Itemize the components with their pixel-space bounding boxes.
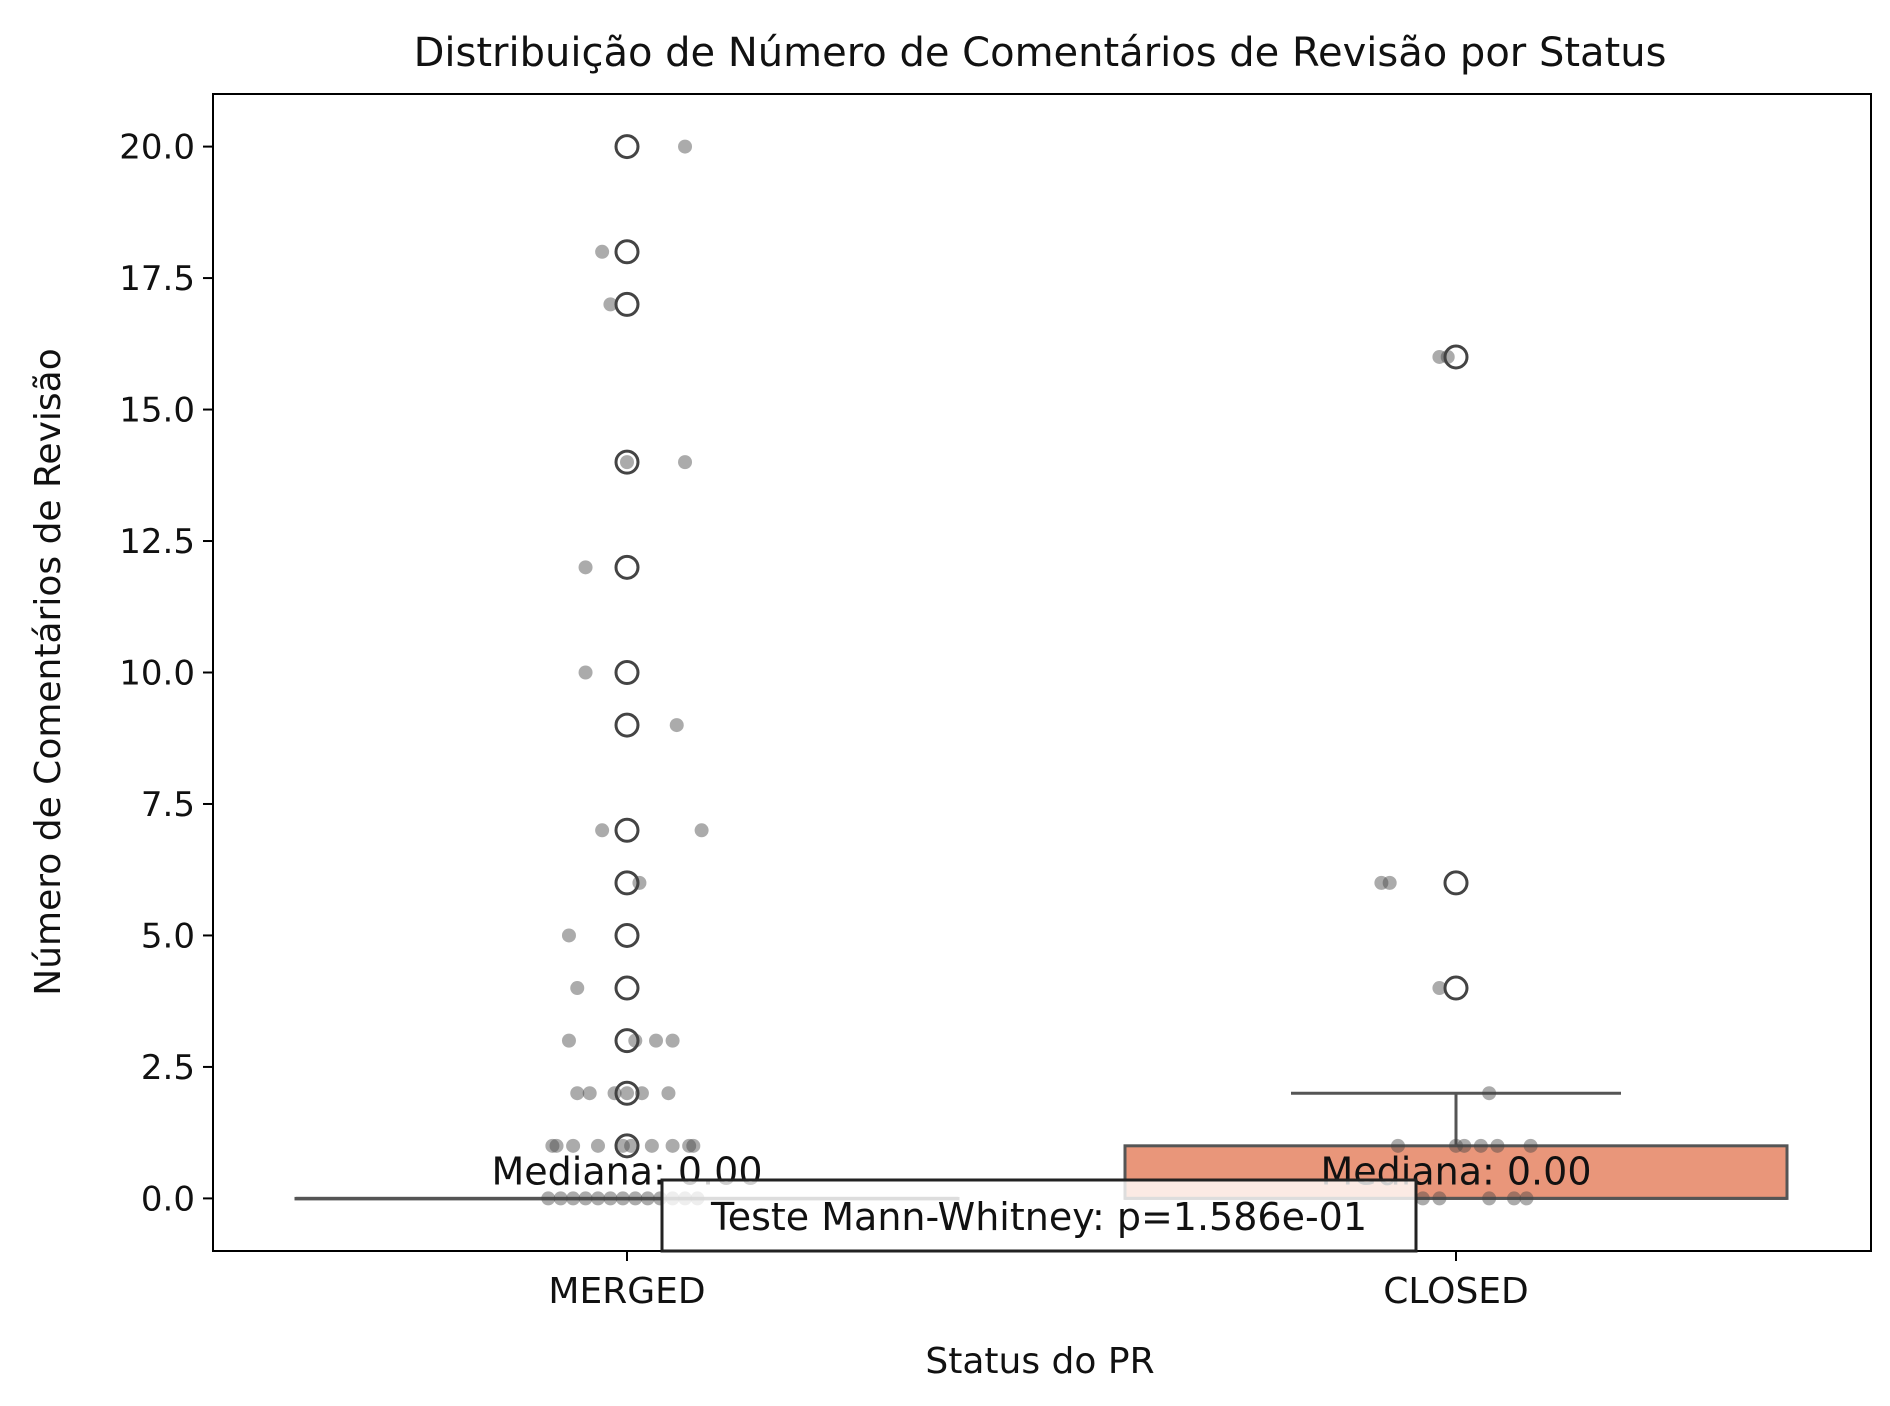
outlier-point bbox=[614, 291, 640, 317]
strip-point bbox=[1473, 1138, 1488, 1153]
x-tick-label: CLOSED bbox=[1383, 1271, 1529, 1312]
strip-point bbox=[678, 139, 693, 154]
strip-point bbox=[1415, 1191, 1430, 1206]
x-tick-label: MERGED bbox=[548, 1271, 705, 1312]
strip-point bbox=[578, 1191, 593, 1206]
outlier-point bbox=[614, 449, 640, 475]
strip-point bbox=[661, 1086, 676, 1101]
strip-point bbox=[1432, 349, 1447, 364]
strip-point bbox=[582, 1086, 597, 1101]
y-tick-label: 7.5 bbox=[141, 785, 195, 825]
fliers-closed bbox=[1443, 344, 1469, 1001]
outlier-point bbox=[614, 975, 640, 1001]
strip-point bbox=[595, 244, 610, 259]
strip-point bbox=[545, 1138, 560, 1153]
strip-point bbox=[665, 1033, 680, 1048]
strip-point bbox=[1382, 875, 1397, 890]
strip-point bbox=[1519, 1191, 1534, 1206]
strip-point bbox=[553, 1191, 568, 1206]
strip-point bbox=[541, 1191, 556, 1206]
strip-points bbox=[541, 139, 1538, 1206]
outlier-point bbox=[1443, 344, 1469, 370]
strip-point bbox=[620, 455, 634, 470]
outlier-point bbox=[614, 1133, 640, 1159]
outlier-point bbox=[614, 239, 640, 265]
strip-point bbox=[615, 1138, 630, 1153]
mann-whitney-annotation: Teste Mann-Whitney: p=1.586e-01 bbox=[660, 1178, 1418, 1253]
strip-point bbox=[678, 455, 693, 470]
annotation-text: Teste Mann-Whitney: p=1.586e-01 bbox=[710, 1195, 1367, 1239]
strip-point bbox=[1507, 1191, 1522, 1206]
outlier-point bbox=[614, 712, 640, 738]
strip-point bbox=[624, 1138, 639, 1153]
strip-point bbox=[1432, 1191, 1447, 1206]
outlier-point bbox=[614, 554, 640, 580]
strip-point bbox=[665, 1138, 680, 1153]
chart-title: Distribuição de Número de Comentários de… bbox=[414, 30, 1667, 76]
axes: 0.0 2.5 5.0 7.5 10.0 12.5 15.0 17.5 20.0 MERGED CL… bbox=[119, 128, 1528, 1312]
y-tick-label: 20.0 bbox=[119, 128, 195, 168]
outlier-point bbox=[614, 870, 640, 896]
y-tick-label: 5.0 bbox=[141, 916, 195, 956]
strip-point bbox=[578, 560, 593, 575]
fliers-merged bbox=[614, 134, 640, 1159]
outlier-point bbox=[614, 660, 640, 685]
outlier-point bbox=[614, 134, 640, 160]
strip-point bbox=[590, 1191, 605, 1206]
outlier-point bbox=[614, 817, 640, 843]
outlier-point bbox=[614, 922, 640, 948]
strip-point bbox=[1457, 1138, 1472, 1153]
strip-point bbox=[603, 297, 618, 312]
strip-point bbox=[549, 1138, 564, 1153]
strip-point bbox=[694, 823, 709, 838]
y-tick-label: 12.5 bbox=[119, 522, 195, 562]
y-tick-label: 17.5 bbox=[119, 259, 195, 299]
y-tick-label: 15.0 bbox=[119, 391, 195, 431]
strip-point bbox=[682, 1138, 697, 1153]
strip-point bbox=[603, 1191, 618, 1206]
strip-point bbox=[644, 1138, 659, 1153]
y-tick-label: 0.0 bbox=[141, 1179, 195, 1219]
strip-point bbox=[640, 1191, 655, 1206]
strip-point bbox=[615, 1191, 630, 1206]
strip-point bbox=[649, 1033, 664, 1048]
y-tick-label: 10.0 bbox=[119, 654, 195, 694]
strip-point bbox=[561, 1033, 576, 1048]
strip-point bbox=[620, 1086, 634, 1101]
y-tick-label: 2.5 bbox=[141, 1048, 195, 1088]
strip-point bbox=[570, 981, 585, 996]
strip-point bbox=[566, 1191, 581, 1206]
outlier-point bbox=[614, 1080, 640, 1106]
strip-point bbox=[1449, 1138, 1463, 1153]
strip-point bbox=[1490, 1138, 1505, 1153]
strip-point bbox=[566, 1138, 581, 1153]
strip-point bbox=[1374, 875, 1389, 890]
strip-point bbox=[1432, 981, 1447, 996]
strip-point bbox=[590, 1138, 605, 1153]
strip-point bbox=[1482, 1191, 1497, 1206]
strip-point bbox=[669, 718, 684, 733]
strip-point bbox=[561, 928, 576, 943]
outlier-point bbox=[1443, 975, 1469, 1001]
strip-point bbox=[1390, 1138, 1405, 1153]
y-axis-label: Número de Comentários de Revisão bbox=[28, 348, 69, 995]
x-axis-label: Status do PR bbox=[925, 1341, 1154, 1382]
strip-point bbox=[578, 665, 593, 680]
strip-point bbox=[1482, 1086, 1497, 1101]
strip-point bbox=[570, 1086, 585, 1101]
outlier-point bbox=[614, 1028, 640, 1054]
strip-point bbox=[686, 1138, 701, 1153]
strip-point bbox=[595, 823, 610, 838]
annotation-box-frame bbox=[660, 1178, 1418, 1253]
outlier-point bbox=[1443, 870, 1469, 896]
strip-point bbox=[1523, 1138, 1538, 1153]
strip-point bbox=[628, 1191, 643, 1206]
